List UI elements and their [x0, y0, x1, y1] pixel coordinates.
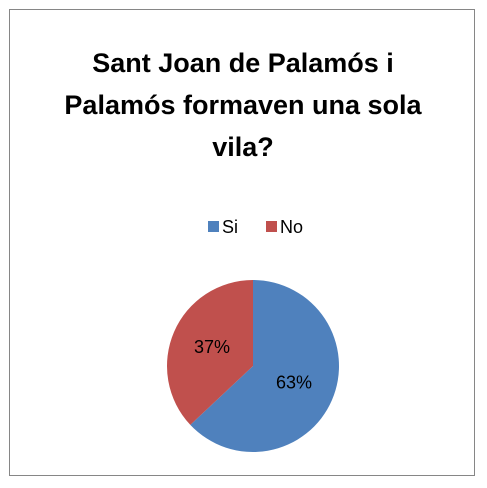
data-label: 37% [194, 337, 230, 357]
chart-frame [9, 9, 475, 476]
data-label: 63% [276, 373, 312, 393]
pie-slice [167, 280, 253, 425]
legend-swatch [266, 221, 277, 232]
legend-label: No [280, 217, 303, 237]
legend-label: Si [222, 217, 238, 237]
pie-slice [190, 280, 340, 452]
chart-title: Sant Joan de Palamós i Palamós formaven … [64, 48, 422, 162]
legend-swatch [208, 221, 219, 232]
